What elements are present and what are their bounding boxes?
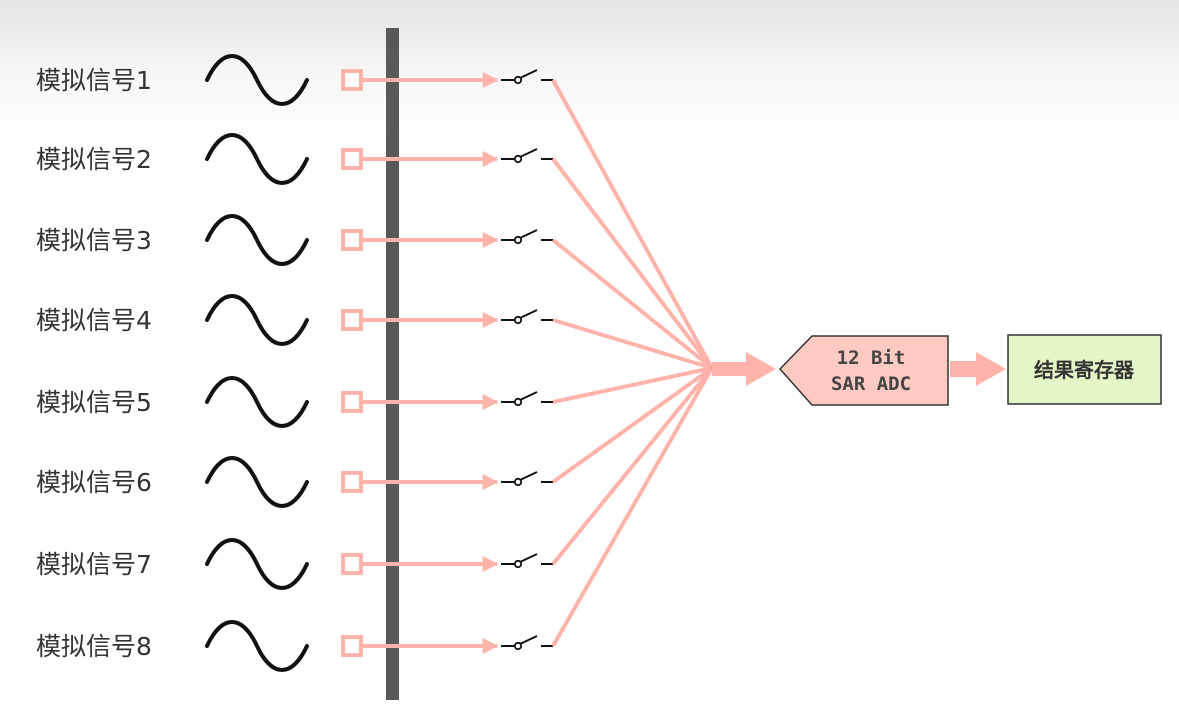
channel-list: 模拟信号1 模拟信号2 模拟信号3 模拟信号4 模拟信号5 模拟信号6 模拟信号7 模拟信号8 xyxy=(36,54,714,672)
switch-icon[interactable] xyxy=(501,309,553,325)
channel-label: 模拟信号4 xyxy=(36,306,152,335)
sine-wave-icon xyxy=(205,133,309,185)
adc-label-line2: SAR ADC xyxy=(831,373,911,395)
adc-block[interactable]: 12 Bit SAR ADC xyxy=(778,335,949,406)
channel-row: 模拟信号8 xyxy=(36,367,714,672)
switch-icon[interactable] xyxy=(501,553,553,569)
channel-label: 模拟信号2 xyxy=(36,145,152,174)
sine-wave-icon xyxy=(205,54,309,106)
switch-icon[interactable] xyxy=(501,391,553,407)
mux-wire xyxy=(551,367,714,647)
channel-row: 模拟信号5 xyxy=(36,366,713,428)
sine-wave-icon xyxy=(205,376,309,428)
mux-wire xyxy=(552,318,713,370)
channel-row: 模拟信号7 xyxy=(36,366,714,590)
pin-pad-icon xyxy=(341,635,363,657)
pin-pad-icon xyxy=(341,229,363,251)
switch-icon[interactable] xyxy=(501,69,553,85)
channel-row: 模拟信号4 xyxy=(36,294,713,370)
sine-wave-icon xyxy=(205,214,309,266)
mux-wire xyxy=(552,366,713,404)
bus-bar xyxy=(386,28,399,700)
mux-to-adc-arrow xyxy=(712,352,776,386)
sine-wave-icon xyxy=(205,538,309,590)
channel-label: 模拟信号1 xyxy=(36,66,152,95)
pin-pad-icon xyxy=(341,309,363,331)
channel-row: 模拟信号6 xyxy=(36,366,714,508)
mux-wire xyxy=(551,366,714,566)
channel-label: 模拟信号6 xyxy=(36,468,152,497)
channel-label: 模拟信号3 xyxy=(36,226,152,255)
pin-pad-icon xyxy=(341,471,363,493)
pin-pad-icon xyxy=(341,553,363,575)
switch-icon[interactable] xyxy=(501,635,553,651)
switch-icon[interactable] xyxy=(501,148,553,164)
mux-wire xyxy=(551,79,714,369)
switch-icon[interactable] xyxy=(501,229,553,245)
switch-icon[interactable] xyxy=(501,471,553,487)
sine-wave-icon xyxy=(205,620,309,672)
pin-pad-icon xyxy=(341,148,363,170)
channel-row: 模拟信号1 xyxy=(36,54,714,369)
mux-wire xyxy=(551,238,714,370)
adc-to-register-arrow xyxy=(950,352,1006,386)
result-register-label: 结果寄存器 xyxy=(1034,358,1135,382)
channel-row: 模拟信号2 xyxy=(36,133,714,370)
result-register[interactable]: 结果寄存器 xyxy=(1007,334,1162,405)
pin-pad-icon xyxy=(341,391,363,413)
sine-wave-icon xyxy=(205,294,309,346)
pin-pad-icon xyxy=(341,69,363,91)
result-register-box xyxy=(1007,334,1162,405)
adc-shape xyxy=(778,335,949,406)
mux-wire xyxy=(551,157,714,370)
channel-label: 模拟信号7 xyxy=(36,550,152,579)
sine-wave-icon xyxy=(205,456,309,508)
mux-wire xyxy=(551,366,714,484)
adc-label-line1: 12 Bit xyxy=(837,347,906,369)
channel-row: 模拟信号3 xyxy=(36,214,714,370)
channel-label: 模拟信号5 xyxy=(36,388,152,417)
channel-label: 模拟信号8 xyxy=(36,632,152,661)
